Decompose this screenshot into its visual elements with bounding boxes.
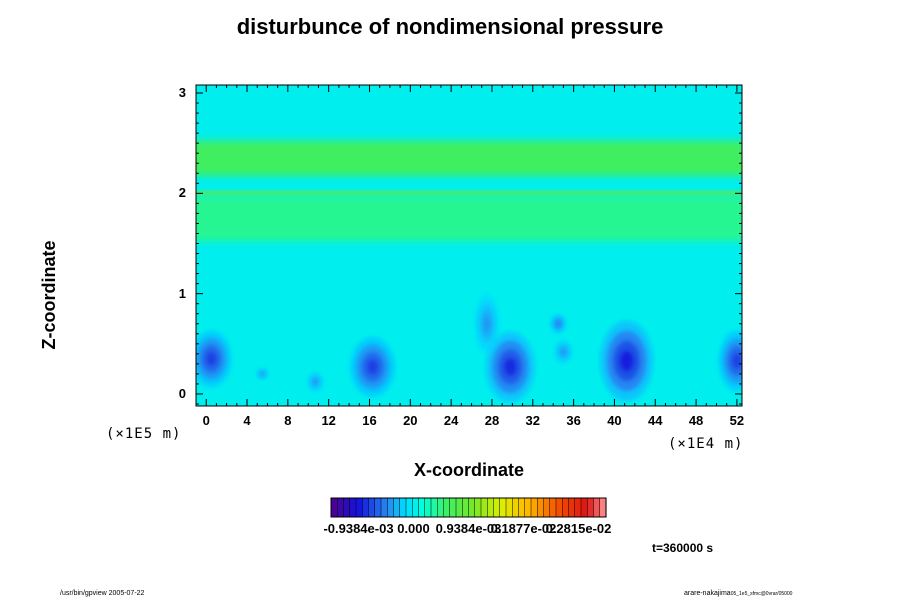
field-blob xyxy=(313,379,318,385)
colorbar-swatch xyxy=(330,497,338,518)
colorbar-swatch xyxy=(599,497,607,518)
footer-right-sub: 05_1e5_sfmc@0vrar/05000 xyxy=(730,591,793,597)
x-tick-label: 32 xyxy=(525,413,541,428)
colorbar-swatch xyxy=(518,497,526,518)
x-tick-label: 44 xyxy=(648,413,663,428)
x-axis-title: X-coordinate xyxy=(413,460,524,480)
chart-title: disturbunce of nondimensional pressure xyxy=(236,14,664,39)
colorbar-label: 0.000 xyxy=(397,521,430,536)
colorbar-swatch xyxy=(380,497,388,518)
colorbar-swatch xyxy=(505,497,513,518)
x-unit-label: (×1E4 m) xyxy=(668,436,744,452)
colorbar-swatch xyxy=(399,497,407,518)
colorbar-swatch xyxy=(462,497,470,518)
colorbar-swatch xyxy=(418,497,426,518)
colorbar-swatch xyxy=(480,497,488,518)
colorbar-swatch xyxy=(437,497,445,518)
colorbar-swatch xyxy=(530,497,538,518)
field-blob xyxy=(504,358,517,376)
colorbar-swatch xyxy=(355,497,363,518)
colorbar-swatch xyxy=(474,497,482,518)
colorbar-swatch xyxy=(449,497,457,518)
field-blob xyxy=(620,350,634,371)
colorbar-swatch xyxy=(468,497,476,518)
x-tick-label: 48 xyxy=(688,413,704,428)
axis-ticks xyxy=(195,85,742,406)
x-tick-label: 28 xyxy=(484,413,500,428)
x-tick-label: 0 xyxy=(202,413,210,428)
colorbar-swatch xyxy=(455,497,463,518)
colorbar-swatch xyxy=(412,497,420,518)
colorbar-swatch xyxy=(349,497,357,518)
colorbar-swatch xyxy=(562,497,570,518)
field-background xyxy=(196,85,742,406)
field-blob xyxy=(206,351,217,366)
colorbar-label: -0.9384e-03 xyxy=(323,521,394,536)
footer-left: /usr/bin/gpview 2005-07-22 xyxy=(60,590,145,597)
colorbar-swatch xyxy=(574,497,582,518)
colorbar-swatch xyxy=(580,497,588,518)
colorbar-frame xyxy=(330,497,607,518)
colorbar-swatch xyxy=(549,497,557,518)
x-tick-label: 8 xyxy=(284,413,292,428)
x-tick-label: 40 xyxy=(607,413,622,428)
colorbar-swatch xyxy=(499,497,507,518)
footer-right: arare-nakajima05_1e5_sfmc@0vrar/05000 xyxy=(684,590,792,597)
field-blob xyxy=(366,359,379,375)
field-blob xyxy=(556,321,561,327)
colorbar-swatch xyxy=(393,497,401,518)
colorbar-swatch xyxy=(593,497,601,518)
x-tick-label: 12 xyxy=(321,413,336,428)
field-blob xyxy=(732,353,742,369)
colorbar-swatch xyxy=(368,497,376,518)
colorbar xyxy=(330,497,607,518)
x-tick-label: 20 xyxy=(403,413,418,428)
x-tick-label: 52 xyxy=(729,413,745,428)
colorbar-swatch xyxy=(537,497,545,518)
y-tick-label: 2 xyxy=(178,185,186,201)
y-tick-label: 3 xyxy=(178,85,186,101)
y-unit-label: (×1E5 m) xyxy=(106,426,182,442)
field-blob xyxy=(260,372,264,376)
plot-frame xyxy=(195,84,743,407)
colorbar-swatch xyxy=(587,497,595,518)
colorbar-swatch xyxy=(487,497,495,518)
colorbar-swatch xyxy=(443,497,451,518)
heatmap-field xyxy=(196,85,742,406)
colorbar-swatch xyxy=(362,497,370,518)
colorbar-swatch xyxy=(424,497,432,518)
colorbar-swatch xyxy=(555,497,563,518)
colorbar-swatch xyxy=(568,497,576,518)
colorbar-swatch xyxy=(543,497,551,518)
colorbar-swatch xyxy=(524,497,532,518)
colorbar-label: 0.2815e-02 xyxy=(545,521,612,536)
colorbar-swatch xyxy=(512,497,520,518)
colorbar-swatch xyxy=(387,497,395,518)
field-blob xyxy=(483,316,490,332)
colorbar-swatch xyxy=(343,497,351,518)
colorbar-swatch xyxy=(493,497,501,518)
time-label: t=360000 s xyxy=(652,541,714,555)
colorbar-swatch xyxy=(337,497,345,518)
field-band xyxy=(196,195,742,241)
x-tick-label: 16 xyxy=(362,413,377,428)
y-axis-title: Z-coordinate xyxy=(39,240,59,350)
field-blob xyxy=(561,348,566,355)
x-tick-label: 24 xyxy=(443,413,459,428)
footer-right-main: arare-nakajima xyxy=(684,590,731,597)
colorbar-swatch xyxy=(405,497,413,518)
colorbar-swatch xyxy=(374,497,382,518)
x-tick-label: 36 xyxy=(566,413,581,428)
colorbar-label: 0.9384e-03 xyxy=(435,521,502,536)
colorbar-swatch xyxy=(430,497,438,518)
x-tick-label: 4 xyxy=(243,413,251,428)
field-band xyxy=(196,191,742,196)
colorbar-label: 0.1877e-02 xyxy=(490,521,557,536)
y-tick-label: 1 xyxy=(178,285,186,301)
y-tick-label: 0 xyxy=(178,385,186,401)
field-band xyxy=(196,140,742,176)
